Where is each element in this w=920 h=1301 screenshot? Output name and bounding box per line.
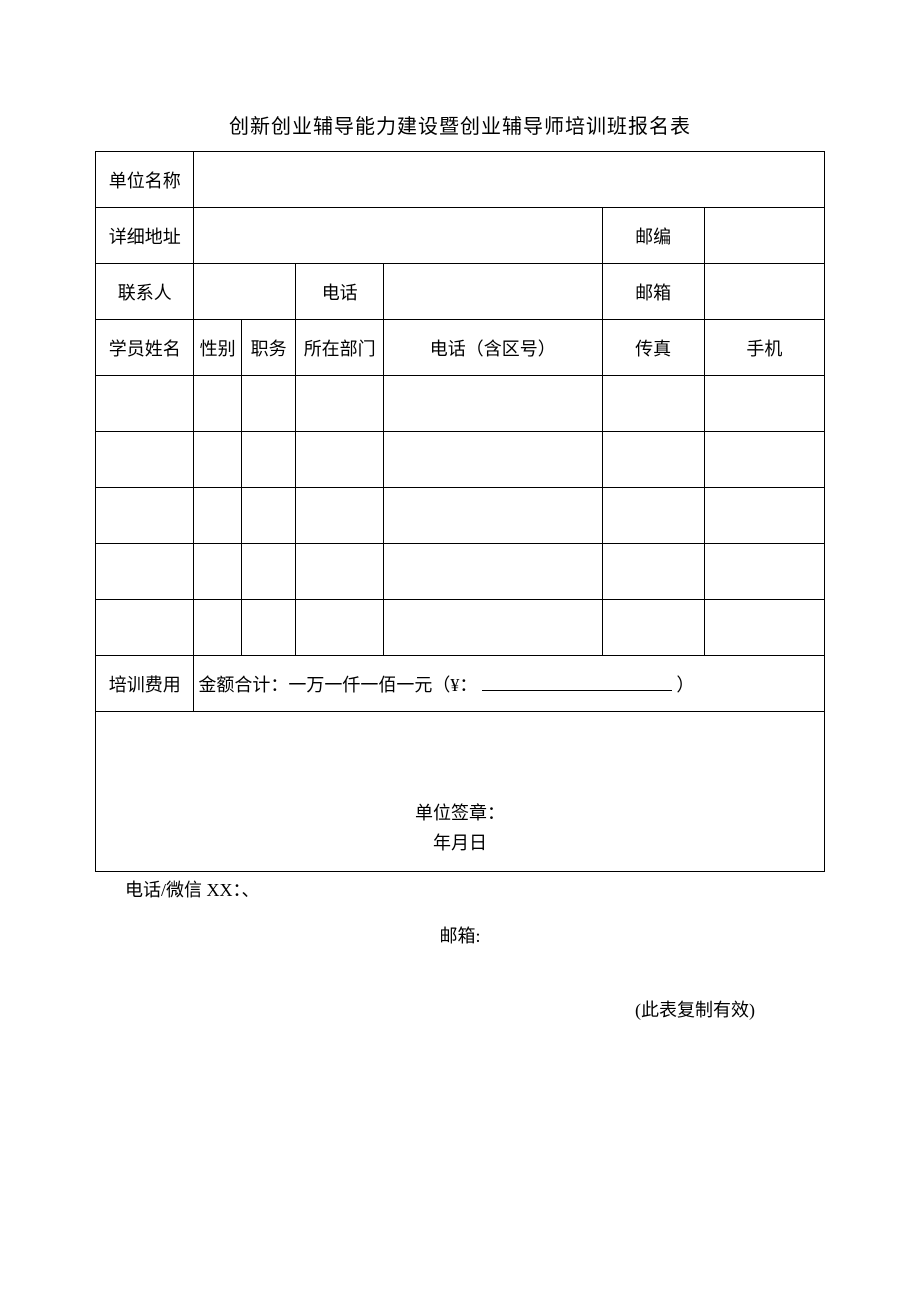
student-row	[96, 600, 825, 656]
input-student-name[interactable]	[96, 376, 194, 432]
input-student-name[interactable]	[96, 544, 194, 600]
input-student-name[interactable]	[96, 488, 194, 544]
input-position[interactable]	[241, 376, 296, 432]
student-row	[96, 544, 825, 600]
row-unit-name: 单位名称	[96, 152, 825, 208]
input-department[interactable]	[296, 488, 383, 544]
unit-seal-label: 单位签章：	[102, 798, 818, 829]
header-mobile: 手机	[704, 320, 824, 376]
row-address: 详细地址 邮编	[96, 208, 825, 264]
header-fax: 传真	[602, 320, 704, 376]
footer-copy-valid: (此表复制有效)	[95, 996, 825, 1022]
fee-amount-blank[interactable]	[482, 673, 672, 691]
header-department: 所在部门	[296, 320, 383, 376]
input-mobile[interactable]	[704, 432, 824, 488]
fee-text-suffix: ）	[676, 675, 694, 695]
input-phone-area[interactable]	[383, 376, 602, 432]
input-student-name[interactable]	[96, 600, 194, 656]
input-fax[interactable]	[602, 376, 704, 432]
input-address[interactable]	[194, 208, 602, 264]
input-phone-area[interactable]	[383, 600, 602, 656]
input-contact[interactable]	[194, 264, 296, 320]
row-student-header: 学员姓名 性别 职务 所在部门 电话（含区号） 传真 手机	[96, 320, 825, 376]
label-address: 详细地址	[96, 208, 194, 264]
label-phone: 电话	[296, 264, 383, 320]
input-student-name[interactable]	[96, 432, 194, 488]
date-line: 年月日	[102, 828, 818, 859]
row-signature: 单位签章： 年月日	[96, 712, 825, 872]
input-department[interactable]	[296, 544, 383, 600]
input-fax[interactable]	[602, 600, 704, 656]
input-postcode[interactable]	[704, 208, 824, 264]
label-postcode: 邮编	[602, 208, 704, 264]
input-fax[interactable]	[602, 488, 704, 544]
fee-text-prefix: 金额合计：一万一仟一佰一元（¥：	[198, 675, 477, 695]
row-fee: 培训费用 金额合计：一万一仟一佰一元（¥： ）	[96, 656, 825, 712]
header-gender: 性别	[194, 320, 241, 376]
input-phone[interactable]	[383, 264, 602, 320]
input-phone-area[interactable]	[383, 432, 602, 488]
header-position: 职务	[241, 320, 296, 376]
form-title: 创新创业辅导能力建设暨创业辅导师培训班报名表	[95, 110, 825, 139]
input-phone-area[interactable]	[383, 488, 602, 544]
input-unit-name[interactable]	[194, 152, 825, 208]
signature-area: 单位签章： 年月日	[96, 712, 825, 872]
input-position[interactable]	[241, 488, 296, 544]
label-email: 邮箱	[602, 264, 704, 320]
input-gender[interactable]	[194, 432, 241, 488]
input-mobile[interactable]	[704, 488, 824, 544]
input-gender[interactable]	[194, 376, 241, 432]
input-fax[interactable]	[602, 544, 704, 600]
input-position[interactable]	[241, 600, 296, 656]
input-department[interactable]	[296, 600, 383, 656]
input-fax[interactable]	[602, 432, 704, 488]
label-contact: 联系人	[96, 264, 194, 320]
input-mobile[interactable]	[704, 376, 824, 432]
student-row	[96, 488, 825, 544]
registration-table: 单位名称 详细地址 邮编 联系人 电话 邮箱 学员姓名 性别 职务 所在部门 电…	[95, 151, 825, 872]
input-email[interactable]	[704, 264, 824, 320]
input-gender[interactable]	[194, 488, 241, 544]
student-row	[96, 376, 825, 432]
input-position[interactable]	[241, 544, 296, 600]
input-phone-area[interactable]	[383, 544, 602, 600]
footer-phone-wechat: 电话/微信 XX：、	[95, 876, 825, 902]
input-mobile[interactable]	[704, 600, 824, 656]
input-department[interactable]	[296, 432, 383, 488]
input-department[interactable]	[296, 376, 383, 432]
row-contact: 联系人 电话 邮箱	[96, 264, 825, 320]
label-unit-name: 单位名称	[96, 152, 194, 208]
input-position[interactable]	[241, 432, 296, 488]
fee-content: 金额合计：一万一仟一佰一元（¥： ）	[194, 656, 825, 712]
student-row	[96, 432, 825, 488]
header-student-name: 学员姓名	[96, 320, 194, 376]
input-gender[interactable]	[194, 544, 241, 600]
header-phone-area: 电话（含区号）	[383, 320, 602, 376]
input-gender[interactable]	[194, 600, 241, 656]
label-training-fee: 培训费用	[96, 656, 194, 712]
input-mobile[interactable]	[704, 544, 824, 600]
footer-email: 邮箱:	[95, 922, 825, 948]
